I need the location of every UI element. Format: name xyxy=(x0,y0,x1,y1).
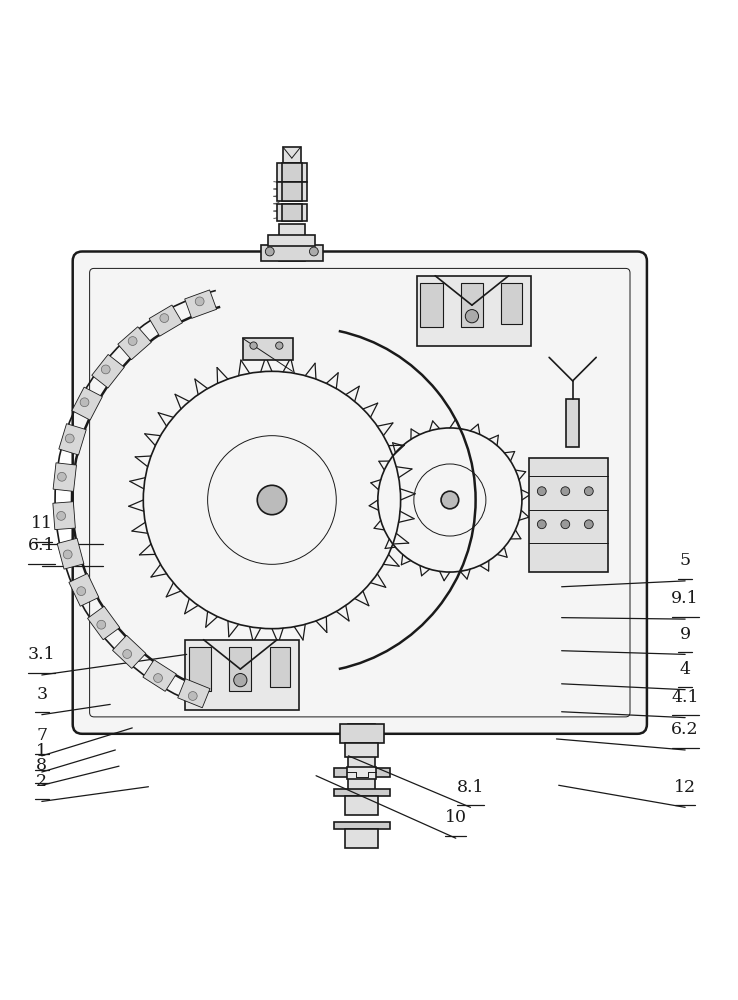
Bar xyxy=(277,204,306,221)
Bar xyxy=(461,283,483,327)
Polygon shape xyxy=(57,538,84,569)
Text: 8.1: 8.1 xyxy=(457,779,484,796)
Text: 9: 9 xyxy=(680,626,691,643)
Bar xyxy=(566,399,579,447)
Polygon shape xyxy=(59,424,86,455)
Circle shape xyxy=(77,587,86,596)
Text: 10: 10 xyxy=(445,809,466,826)
Bar xyxy=(277,163,306,182)
Circle shape xyxy=(250,342,258,349)
Circle shape xyxy=(537,520,546,529)
Polygon shape xyxy=(149,305,182,336)
Circle shape xyxy=(441,491,459,509)
Circle shape xyxy=(58,472,66,481)
Polygon shape xyxy=(92,354,124,388)
Bar xyxy=(270,647,290,687)
Text: 1: 1 xyxy=(36,743,47,760)
Bar xyxy=(281,204,302,221)
Text: 7: 7 xyxy=(36,727,47,744)
Circle shape xyxy=(309,247,318,256)
Circle shape xyxy=(258,485,286,515)
Circle shape xyxy=(466,310,478,323)
Circle shape xyxy=(234,674,247,687)
Text: 2: 2 xyxy=(36,773,47,790)
Circle shape xyxy=(584,487,593,496)
Bar xyxy=(277,182,306,201)
Circle shape xyxy=(584,520,593,529)
Circle shape xyxy=(63,550,72,559)
Circle shape xyxy=(537,487,546,496)
Circle shape xyxy=(275,342,283,349)
Text: 4.1: 4.1 xyxy=(672,689,699,706)
Bar xyxy=(230,647,252,691)
Bar xyxy=(501,283,522,324)
Polygon shape xyxy=(69,573,99,606)
Bar xyxy=(334,789,390,796)
Bar xyxy=(347,767,376,779)
Text: 8: 8 xyxy=(36,757,47,774)
Polygon shape xyxy=(53,463,77,491)
Bar xyxy=(345,829,378,848)
Polygon shape xyxy=(118,327,151,360)
Bar xyxy=(339,724,384,743)
Polygon shape xyxy=(53,502,75,530)
Circle shape xyxy=(66,434,74,443)
Bar xyxy=(421,283,443,327)
Bar xyxy=(334,822,390,829)
Bar xyxy=(345,796,378,815)
Polygon shape xyxy=(112,635,146,668)
Circle shape xyxy=(196,297,204,306)
Text: 3.1: 3.1 xyxy=(28,646,55,663)
Text: 6.1: 6.1 xyxy=(28,537,55,554)
Bar xyxy=(334,768,390,777)
Circle shape xyxy=(160,314,169,322)
Polygon shape xyxy=(72,387,103,420)
Circle shape xyxy=(80,398,89,407)
Circle shape xyxy=(561,487,570,496)
Text: 5: 5 xyxy=(680,552,691,569)
Bar xyxy=(261,245,323,261)
Text: 6.2: 6.2 xyxy=(672,721,699,738)
Bar xyxy=(281,163,302,182)
Bar xyxy=(417,276,531,346)
Circle shape xyxy=(57,511,66,520)
Circle shape xyxy=(188,692,197,700)
Circle shape xyxy=(266,247,274,256)
Bar xyxy=(269,235,315,246)
Text: 11: 11 xyxy=(31,515,53,532)
Polygon shape xyxy=(88,606,120,640)
Text: 4: 4 xyxy=(680,661,691,678)
Circle shape xyxy=(97,620,106,629)
Bar xyxy=(283,147,300,163)
Bar xyxy=(243,338,292,360)
Circle shape xyxy=(123,650,131,658)
Circle shape xyxy=(154,674,162,682)
Polygon shape xyxy=(178,679,210,708)
Bar xyxy=(281,182,302,201)
Bar xyxy=(185,640,299,710)
Polygon shape xyxy=(143,660,176,691)
Polygon shape xyxy=(184,290,217,318)
Text: 12: 12 xyxy=(674,779,696,796)
Circle shape xyxy=(101,365,110,374)
Bar xyxy=(189,647,211,691)
FancyBboxPatch shape xyxy=(73,251,647,734)
Bar xyxy=(345,743,378,757)
Bar xyxy=(528,458,608,572)
Text: 3: 3 xyxy=(36,686,47,703)
Text: 9.1: 9.1 xyxy=(672,590,699,607)
Circle shape xyxy=(128,337,137,345)
Circle shape xyxy=(561,520,570,529)
Bar xyxy=(348,724,375,809)
Bar xyxy=(278,224,305,261)
